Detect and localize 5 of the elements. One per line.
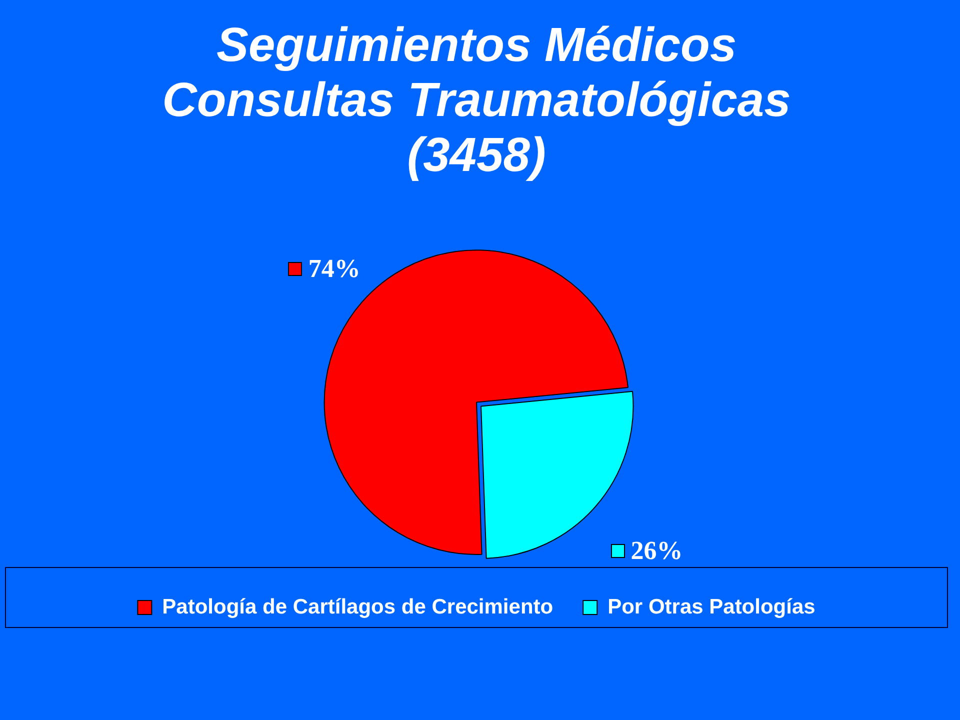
data-label: 74% (308, 254, 360, 283)
data-label: 26% (630, 536, 683, 566)
legend-label: Por Otras Patologías (608, 595, 816, 618)
chart-title: Seguimientos Médicos Consultas Traumatológicas (3458) (162, 18, 791, 182)
legend-label: Patología de Cartílagos de Crecimiento (162, 595, 554, 618)
